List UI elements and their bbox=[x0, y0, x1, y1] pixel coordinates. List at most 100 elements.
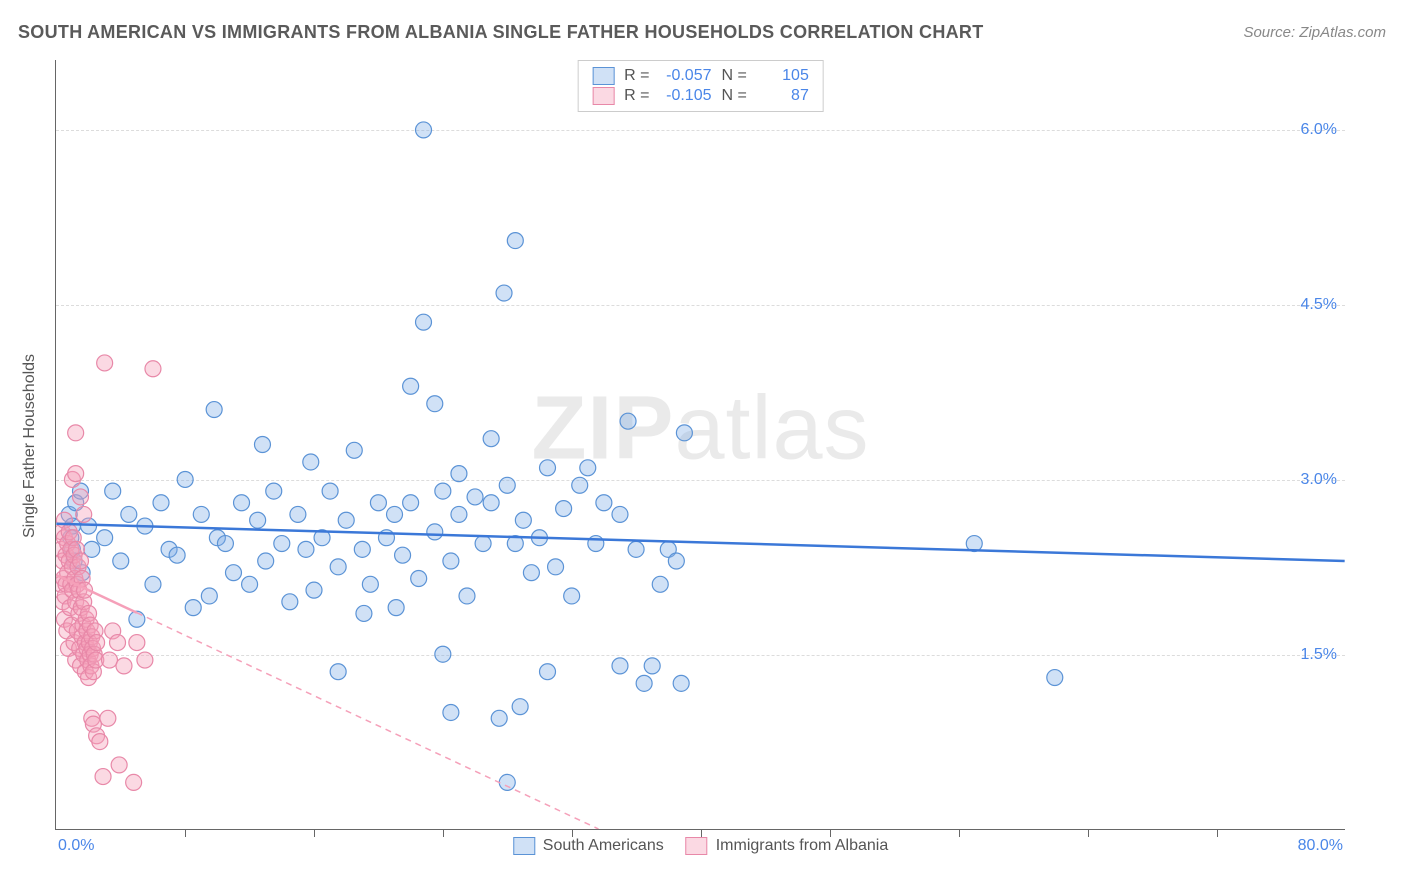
data-point bbox=[644, 658, 660, 674]
data-point bbox=[111, 757, 127, 773]
data-point bbox=[443, 704, 459, 720]
n-value-1: 87 bbox=[757, 87, 809, 105]
x-tick bbox=[830, 829, 831, 837]
data-point bbox=[612, 658, 628, 674]
n-label: N = bbox=[722, 67, 747, 85]
data-point bbox=[169, 547, 185, 563]
data-point bbox=[427, 396, 443, 412]
legend-item-1: Immigrants from Albania bbox=[686, 837, 889, 855]
data-point bbox=[258, 553, 274, 569]
data-point bbox=[185, 600, 201, 616]
data-point bbox=[451, 506, 467, 522]
scatter-svg bbox=[56, 60, 1345, 829]
data-point bbox=[137, 652, 153, 668]
data-point bbox=[596, 495, 612, 511]
r-label: R = bbox=[624, 67, 649, 85]
trend-line bbox=[56, 524, 1344, 561]
x-tick bbox=[1217, 829, 1218, 837]
data-point bbox=[411, 571, 427, 587]
data-point bbox=[483, 431, 499, 447]
data-point bbox=[499, 774, 515, 790]
data-point bbox=[73, 553, 89, 569]
r-value-0: -0.057 bbox=[660, 67, 712, 85]
x-tick bbox=[185, 829, 186, 837]
x-axis-min-label: 0.0% bbox=[58, 837, 94, 855]
data-point bbox=[89, 635, 105, 651]
data-point bbox=[68, 425, 84, 441]
data-point bbox=[153, 495, 169, 511]
data-point bbox=[459, 588, 475, 604]
data-point bbox=[126, 774, 142, 790]
data-point bbox=[443, 553, 459, 569]
data-point bbox=[274, 536, 290, 552]
data-point bbox=[266, 483, 282, 499]
x-tick bbox=[1088, 829, 1089, 837]
legend-label-0: South Americans bbox=[543, 837, 664, 855]
data-point bbox=[76, 506, 92, 522]
data-point bbox=[491, 710, 507, 726]
data-point bbox=[105, 483, 121, 499]
data-point bbox=[564, 588, 580, 604]
legend-label-1: Immigrants from Albania bbox=[716, 837, 889, 855]
data-point bbox=[303, 454, 319, 470]
data-point bbox=[668, 553, 684, 569]
swatch-pink-icon bbox=[686, 837, 708, 855]
data-point bbox=[467, 489, 483, 505]
data-point bbox=[507, 233, 523, 249]
data-point bbox=[206, 402, 222, 418]
data-point bbox=[435, 646, 451, 662]
x-tick bbox=[314, 829, 315, 837]
chart-title: SOUTH AMERICAN VS IMMIGRANTS FROM ALBANI… bbox=[18, 22, 984, 43]
data-point bbox=[370, 495, 386, 511]
data-point bbox=[362, 576, 378, 592]
data-point bbox=[145, 576, 161, 592]
source-attribution: Source: ZipAtlas.com bbox=[1243, 24, 1386, 41]
data-point bbox=[92, 734, 108, 750]
data-point bbox=[451, 466, 467, 482]
data-point bbox=[101, 652, 117, 668]
data-point bbox=[110, 635, 126, 651]
data-point bbox=[403, 378, 419, 394]
data-point bbox=[556, 501, 572, 517]
data-point bbox=[540, 664, 556, 680]
data-point bbox=[145, 361, 161, 377]
data-point bbox=[330, 559, 346, 575]
r-label: R = bbox=[624, 87, 649, 105]
data-point bbox=[572, 477, 588, 493]
y-axis-label: Single Father Households bbox=[21, 354, 39, 538]
data-point bbox=[387, 506, 403, 522]
data-point bbox=[636, 675, 652, 691]
data-point bbox=[290, 506, 306, 522]
data-point bbox=[403, 495, 419, 511]
data-point bbox=[416, 314, 432, 330]
data-point bbox=[652, 576, 668, 592]
data-point bbox=[475, 536, 491, 552]
data-point bbox=[676, 425, 692, 441]
data-point bbox=[515, 512, 531, 528]
n-value-0: 105 bbox=[757, 67, 809, 85]
data-point bbox=[129, 611, 145, 627]
data-point bbox=[330, 664, 346, 680]
data-point bbox=[416, 122, 432, 138]
data-point bbox=[496, 285, 512, 301]
data-point bbox=[1047, 670, 1063, 686]
data-point bbox=[116, 658, 132, 674]
x-tick bbox=[701, 829, 702, 837]
data-point bbox=[193, 506, 209, 522]
data-point bbox=[512, 699, 528, 715]
data-point bbox=[73, 489, 89, 505]
x-tick bbox=[959, 829, 960, 837]
series-legend: South Americans Immigrants from Albania bbox=[513, 837, 888, 855]
data-point bbox=[395, 547, 411, 563]
data-point bbox=[435, 483, 451, 499]
data-point bbox=[97, 530, 113, 546]
data-point bbox=[322, 483, 338, 499]
data-point bbox=[121, 506, 137, 522]
data-point bbox=[100, 710, 116, 726]
swatch-blue bbox=[592, 67, 614, 85]
data-point bbox=[97, 355, 113, 371]
data-point bbox=[580, 460, 596, 476]
data-point bbox=[217, 536, 233, 552]
data-point bbox=[68, 466, 84, 482]
data-point bbox=[612, 506, 628, 522]
